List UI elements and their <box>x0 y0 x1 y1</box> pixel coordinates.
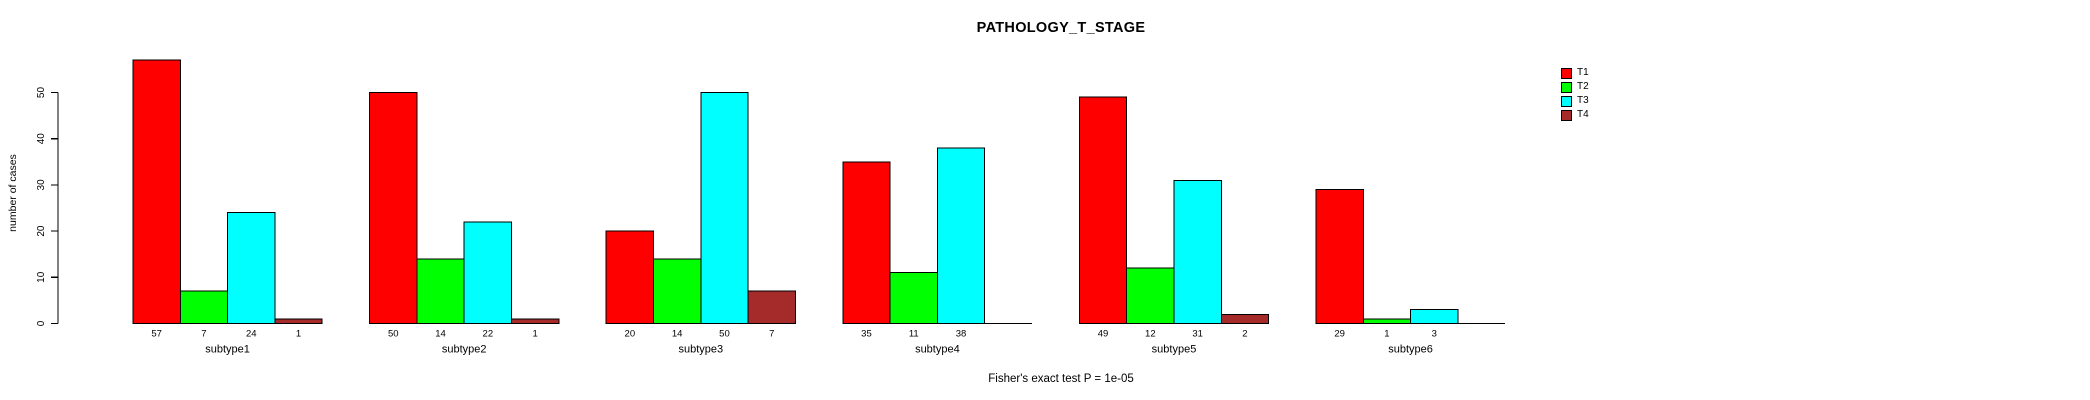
bar-value-label-subtype4-T2: 11 <box>909 329 919 340</box>
bar-subtype5-T1 <box>1078 96 1128 325</box>
x-category-label-subtype1: subtype1 <box>205 344 250 356</box>
bar-value-label-subtype6-T2: 1 <box>1384 329 1389 340</box>
bar-value-label-subtype1-T3: 24 <box>246 329 257 340</box>
bar-value-label-subtype1-T2: 7 <box>201 329 206 340</box>
legend-item-T4: T4 <box>1561 108 1589 122</box>
bar-value-label-subtype2-T4: 1 <box>533 329 538 340</box>
bar-value-label-subtype2-T2: 14 <box>435 329 446 340</box>
legend-label-T1: T1 <box>1577 67 1589 78</box>
bar-value-label-subtype6-T1: 29 <box>1334 329 1345 340</box>
x-category-label-subtype6: subtype6 <box>1388 344 1433 356</box>
legend-swatch-T3 <box>1561 95 1572 107</box>
bar-value-label-subtype3-T3: 50 <box>719 329 730 340</box>
bar-value-label-subtype5-T2: 12 <box>1145 329 1156 340</box>
bar-subtype5-T3 <box>1173 179 1222 324</box>
bar-value-label-subtype3-T2: 14 <box>672 329 683 340</box>
bar-subtype6-T1 <box>1315 189 1364 324</box>
x-category-label-subtype5: subtype5 <box>1152 344 1197 356</box>
bar-subtype6-T3 <box>1410 309 1459 325</box>
bar-value-label-subtype6-T3: 3 <box>1432 329 1437 340</box>
bar-subtype1-T3 <box>227 212 276 324</box>
x-category-label-subtype3: subtype3 <box>678 344 723 356</box>
bar-subtype1-T1 <box>132 59 181 324</box>
bar-subtype4-T3 <box>936 147 986 324</box>
bar-subtype2-T4 <box>511 318 560 325</box>
y-axis-tick-label: 40 <box>36 133 47 145</box>
y-axis-tick-label: 0 <box>36 320 47 326</box>
y-axis-tick-label: 10 <box>36 271 47 283</box>
legend-label-T2: T2 <box>1577 81 1589 92</box>
legend-label-T3: T3 <box>1577 95 1589 106</box>
legend-swatch-T4 <box>1561 109 1572 121</box>
x-category-label-subtype4: subtype4 <box>915 344 960 356</box>
bar-value-label-subtype4-T1: 35 <box>861 329 872 340</box>
bar-subtype5-T4 <box>1220 313 1270 325</box>
legend: T1 T2 T3 T4 <box>1561 66 1589 122</box>
caption: Fisher's exact test P = 1e-05 <box>988 373 1134 385</box>
bar-subtype3-T2 <box>653 258 702 325</box>
y-axis-tick-label: 30 <box>36 179 47 191</box>
bar-subtype1-T2 <box>179 290 229 325</box>
bar-value-label-subtype3-T1: 20 <box>625 329 636 340</box>
bar-subtype6-T2 <box>1362 318 1412 325</box>
bar-subtype2-T1 <box>369 92 418 324</box>
legend-swatch-T1 <box>1561 67 1572 79</box>
x-category-label-subtype2: subtype2 <box>442 344 487 356</box>
bar-value-label-subtype5-T1: 49 <box>1098 329 1109 340</box>
y-axis-tick-label: 50 <box>36 87 47 99</box>
chart-title: PATHOLOGY_T_STAGE <box>976 20 1146 36</box>
bar-subtype2-T3 <box>463 221 513 324</box>
bar-subtype5-T2 <box>1126 267 1175 324</box>
bar-value-label-subtype2-T3: 22 <box>483 329 494 340</box>
legend-label-T4: T4 <box>1577 109 1589 120</box>
legend-item-T1: T1 <box>1561 66 1589 80</box>
bar-subtype1-T4 <box>274 318 323 325</box>
bar-value-label-subtype1-T1: 57 <box>151 329 162 340</box>
legend-item-T2: T2 <box>1561 80 1589 94</box>
bar-value-label-subtype4-T3: 38 <box>956 329 967 340</box>
bar-subtype2-T2 <box>416 258 465 325</box>
bar-value-label-subtype1-T4: 1 <box>296 329 301 340</box>
bar-subtype4-T2 <box>889 272 938 324</box>
bar-value-label-subtype2-T1: 50 <box>388 329 399 340</box>
bar-value-label-subtype3-T4: 7 <box>769 329 774 340</box>
legend-item-T3: T3 <box>1561 94 1589 108</box>
bar-subtype3-T1 <box>605 230 655 325</box>
bar-subtype3-T4 <box>747 290 796 325</box>
bar-value-label-subtype5-T4: 2 <box>1242 329 1247 340</box>
y-axis-tick-label: 20 <box>36 225 47 237</box>
legend-swatch-T2 <box>1561 81 1572 93</box>
bar-subtype4-T1 <box>842 161 891 324</box>
bar-subtype3-T3 <box>700 92 749 324</box>
bar-value-label-subtype5-T3: 31 <box>1192 329 1203 340</box>
